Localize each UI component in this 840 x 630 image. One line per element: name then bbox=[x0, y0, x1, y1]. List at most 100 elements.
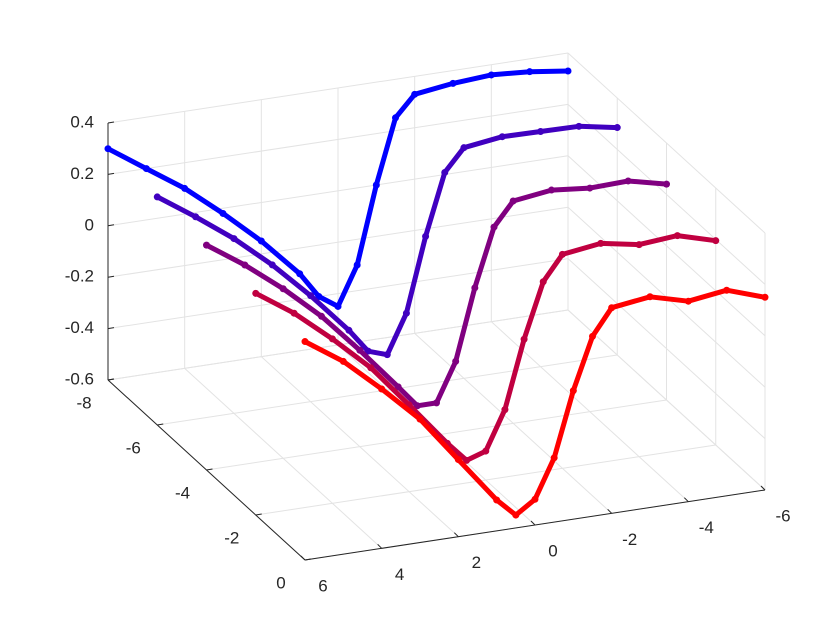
x-tick bbox=[760, 485, 766, 491]
grid-line bbox=[567, 258, 766, 439]
point bbox=[509, 197, 517, 205]
y-tick bbox=[157, 423, 164, 426]
point bbox=[520, 335, 528, 343]
y-tick-label: -8 bbox=[76, 393, 91, 412]
point bbox=[268, 261, 276, 269]
point bbox=[569, 387, 577, 395]
point bbox=[383, 351, 391, 359]
point bbox=[296, 270, 304, 278]
series-line bbox=[106, 68, 569, 309]
point bbox=[613, 124, 621, 132]
point bbox=[498, 133, 506, 141]
point bbox=[353, 261, 361, 269]
y-tick bbox=[304, 558, 312, 561]
series-line bbox=[156, 123, 618, 358]
y-tick bbox=[206, 468, 213, 471]
point bbox=[411, 90, 419, 98]
z-tick bbox=[107, 121, 115, 124]
point bbox=[339, 357, 347, 365]
point bbox=[378, 385, 386, 393]
grid-line bbox=[107, 206, 569, 278]
point bbox=[192, 213, 200, 221]
x-tick bbox=[683, 497, 689, 503]
x-tick bbox=[300, 555, 306, 561]
point bbox=[307, 292, 315, 300]
x-tick bbox=[453, 532, 459, 538]
point bbox=[181, 184, 189, 192]
point bbox=[219, 209, 227, 217]
point bbox=[673, 232, 681, 240]
z-tick-label: 0.4 bbox=[70, 112, 94, 131]
z-tick bbox=[107, 172, 115, 175]
x-tick-label: -2 bbox=[622, 530, 637, 549]
point bbox=[104, 145, 112, 153]
point bbox=[548, 186, 555, 194]
point bbox=[493, 496, 501, 504]
grid-line bbox=[255, 444, 716, 516]
z-tick bbox=[107, 378, 115, 381]
point bbox=[539, 278, 547, 286]
point bbox=[501, 406, 509, 414]
point bbox=[452, 357, 460, 365]
z-tick-label: -0.6 bbox=[65, 369, 94, 388]
point bbox=[318, 312, 325, 320]
point bbox=[203, 241, 210, 249]
point bbox=[153, 193, 161, 201]
series-line bbox=[303, 287, 766, 518]
x-tick-label: -4 bbox=[699, 518, 714, 537]
point bbox=[663, 180, 670, 188]
point bbox=[328, 335, 336, 343]
z-tick-label: 0.2 bbox=[70, 164, 94, 183]
point bbox=[279, 285, 287, 293]
point bbox=[392, 114, 399, 122]
point bbox=[356, 346, 364, 354]
point bbox=[364, 347, 372, 355]
point bbox=[345, 326, 353, 334]
y-tick-label: -6 bbox=[126, 438, 141, 457]
x-tick bbox=[530, 520, 536, 526]
point bbox=[624, 177, 632, 185]
point bbox=[487, 71, 495, 79]
grid-line bbox=[567, 52, 766, 234]
point bbox=[490, 223, 498, 231]
point bbox=[372, 181, 380, 189]
z-tick-label: 0 bbox=[85, 215, 94, 234]
point bbox=[441, 168, 449, 176]
point bbox=[230, 235, 238, 243]
grid-line bbox=[107, 52, 569, 124]
grid-line bbox=[157, 354, 618, 426]
grid-line bbox=[567, 104, 766, 285]
z-tick bbox=[107, 275, 115, 278]
point bbox=[394, 383, 402, 391]
point bbox=[367, 364, 375, 372]
point bbox=[684, 297, 692, 305]
series-line bbox=[205, 178, 667, 409]
point bbox=[454, 456, 462, 464]
point bbox=[471, 284, 479, 292]
point bbox=[537, 128, 545, 136]
z-tick bbox=[107, 224, 115, 227]
point bbox=[761, 293, 769, 301]
z-tick bbox=[107, 327, 115, 330]
y-tick-label: -2 bbox=[224, 528, 239, 547]
y-tick-label: 0 bbox=[276, 573, 285, 592]
point bbox=[712, 237, 720, 245]
x-tick-label: 6 bbox=[318, 576, 327, 595]
point bbox=[402, 309, 410, 317]
point bbox=[290, 309, 298, 317]
point bbox=[142, 165, 150, 173]
x-tick-label: 4 bbox=[395, 565, 404, 584]
point bbox=[723, 286, 731, 294]
point bbox=[564, 67, 572, 75]
point bbox=[460, 144, 468, 152]
point bbox=[558, 250, 566, 258]
point bbox=[301, 338, 309, 346]
grid-line bbox=[107, 258, 569, 330]
point bbox=[531, 495, 539, 503]
point bbox=[635, 241, 643, 249]
x-tick-label: 2 bbox=[472, 553, 481, 572]
point bbox=[589, 332, 596, 340]
point bbox=[482, 447, 490, 455]
